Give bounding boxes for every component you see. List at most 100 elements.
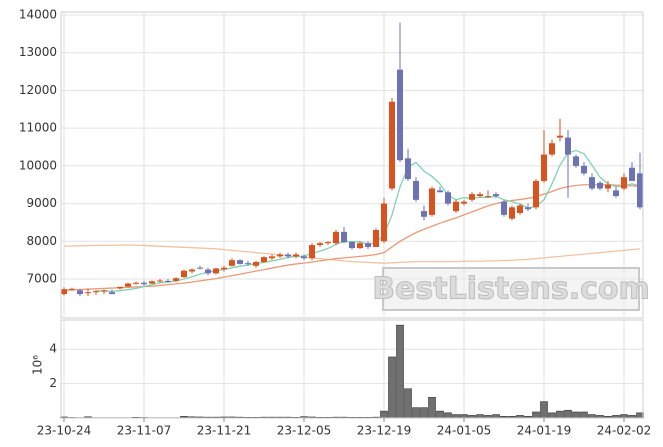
volume-bar [492, 414, 500, 419]
candle-body [301, 256, 307, 259]
moving-average-line [63, 184, 641, 291]
candle-body [621, 177, 627, 189]
volume-bar [428, 397, 436, 419]
candle-body [261, 257, 267, 263]
plot-frame [60, 319, 644, 419]
candle-body [605, 184, 611, 189]
volume-bar [476, 414, 484, 419]
candle-body [213, 268, 219, 274]
candle-body [277, 254, 283, 257]
y-tick-label: 9000 [26, 196, 57, 210]
candle-body [141, 282, 147, 285]
candle-body [85, 292, 91, 294]
candle-body [525, 207, 531, 210]
mark-layer [60, 22, 644, 419]
y-tick-label: 13000 [19, 45, 57, 59]
volume-bar [380, 410, 388, 419]
watermark: BestListens.com [372, 267, 650, 311]
candle-body [549, 143, 555, 155]
candle-body [253, 262, 259, 266]
x-tick-label: 24-02-02 [597, 424, 651, 438]
volume-bar [436, 410, 444, 419]
volume-bar [556, 410, 564, 419]
y-tick-label: 4 [49, 342, 57, 356]
volume-bar [396, 324, 404, 419]
candle-body [541, 154, 547, 181]
candle-body [61, 289, 67, 295]
candle-body [461, 201, 467, 204]
candle-body [117, 286, 123, 289]
candle-body [245, 263, 251, 265]
volume-bar [540, 401, 548, 419]
candle-body [109, 292, 115, 295]
volume-bar [412, 407, 420, 419]
candle-body [557, 135, 563, 138]
candle-body [93, 291, 99, 293]
candle-body [477, 194, 483, 197]
volume-bar [620, 414, 628, 419]
volume-bar [388, 356, 396, 419]
x-tick-label: 24-01-19 [517, 424, 571, 438]
candle-body [357, 243, 363, 249]
y-tick-label: 8000 [26, 234, 57, 248]
watermark-text: BestListens.com [372, 272, 650, 307]
candle-body [181, 270, 187, 278]
y-tick-label: 11000 [19, 121, 57, 135]
candle-body [629, 167, 635, 181]
y-tick-label: 2 [49, 376, 57, 390]
candle-body [389, 101, 395, 189]
candle-body [581, 165, 587, 174]
volume-bar [420, 407, 428, 419]
candle-body [637, 173, 643, 208]
candle-body [453, 201, 459, 212]
candle-body [221, 267, 227, 270]
candle-body [565, 137, 571, 155]
volume-bar [548, 412, 556, 419]
candle-body [149, 281, 155, 284]
candle-body [597, 182, 603, 189]
y-tick-label: 12000 [19, 83, 57, 97]
volume-bar [564, 409, 572, 419]
candle-body [229, 260, 235, 266]
volume-bar [636, 412, 644, 419]
candle-body [493, 194, 499, 197]
candle-body [589, 177, 595, 189]
volume-bar [404, 388, 412, 419]
candle-body [517, 205, 523, 214]
candle-body [381, 203, 387, 242]
volume-bar [588, 414, 596, 419]
x-tick-label: 23-10-24 [37, 424, 91, 438]
candle-body [429, 188, 435, 215]
candle-body [469, 194, 475, 200]
candle-body [309, 245, 315, 259]
candle-body [197, 267, 203, 269]
volume-bar [444, 412, 452, 419]
candle-body [285, 254, 291, 257]
candle-body [165, 280, 171, 283]
moving-average-line [63, 244, 641, 264]
volume-axis-label: 10⁶ [31, 355, 45, 375]
candle-body [533, 180, 539, 208]
volume-bar [452, 414, 460, 419]
candle-body [365, 243, 371, 247]
candle-body [133, 282, 139, 284]
volume-bar [580, 411, 588, 419]
candle-body [317, 243, 323, 246]
candle-body [413, 180, 419, 200]
candle-body [509, 207, 515, 219]
candle-body [349, 242, 355, 249]
plot-frame [60, 11, 644, 319]
x-tick-label: 23-12-19 [357, 424, 411, 438]
candle-body [157, 280, 163, 282]
candle-body [397, 69, 403, 161]
candle-body [405, 158, 411, 180]
y-tick-label: 10000 [19, 158, 57, 172]
candle-body [69, 288, 75, 290]
grid-layer [61, 12, 643, 418]
candle-body [205, 269, 211, 274]
candle-body [445, 192, 451, 204]
candle-body [421, 211, 427, 217]
candle-body [269, 256, 275, 259]
watermark-box [382, 267, 640, 311]
y-tick-label: 14000 [19, 8, 57, 22]
